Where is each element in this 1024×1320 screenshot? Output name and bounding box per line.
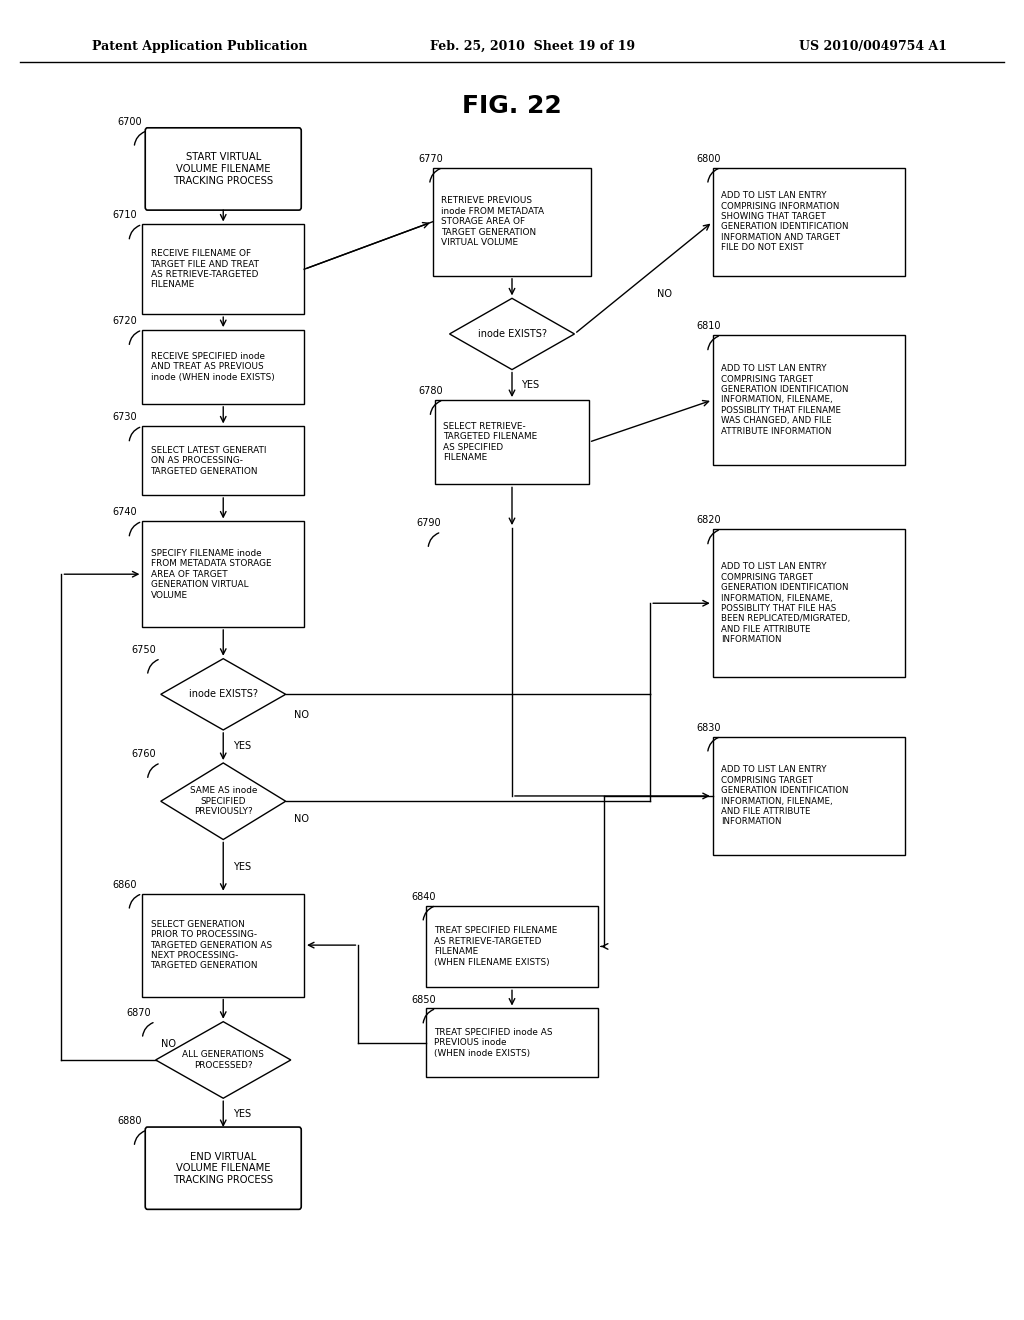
- Text: 6730: 6730: [113, 412, 137, 422]
- Text: Feb. 25, 2010  Sheet 19 of 19: Feb. 25, 2010 Sheet 19 of 19: [430, 40, 635, 53]
- Text: NO: NO: [294, 710, 309, 721]
- Bar: [142, 426, 304, 495]
- Text: ADD TO LIST LAN ENTRY
COMPRISING TARGET
GENERATION IDENTIFICATION
INFORMATION, F: ADD TO LIST LAN ENTRY COMPRISING TARGET …: [721, 766, 849, 826]
- Text: NO: NO: [161, 1039, 176, 1049]
- Text: RECEIVE SPECIFIED inode
AND TREAT AS PREVIOUS
inode (WHEN inode EXISTS): RECEIVE SPECIFIED inode AND TREAT AS PRE…: [151, 352, 274, 381]
- Text: US 2010/0049754 A1: US 2010/0049754 A1: [799, 40, 947, 53]
- Text: 6880: 6880: [118, 1115, 142, 1126]
- Text: SPECIFY FILENAME inode
FROM METADATA STORAGE
AREA OF TARGET
GENERATION VIRTUAL
V: SPECIFY FILENAME inode FROM METADATA STO…: [151, 549, 271, 599]
- Text: 6840: 6840: [412, 891, 436, 902]
- Bar: [713, 335, 905, 465]
- Text: Patent Application Publication: Patent Application Publication: [92, 40, 307, 53]
- Polygon shape: [161, 659, 286, 730]
- Text: YES: YES: [232, 742, 251, 751]
- Bar: [713, 737, 905, 855]
- Text: NO: NO: [656, 289, 672, 298]
- Text: ADD TO LIST LAN ENTRY
COMPRISING TARGET
GENERATION IDENTIFICATION
INFORMATION, F: ADD TO LIST LAN ENTRY COMPRISING TARGET …: [721, 562, 850, 644]
- Text: 6830: 6830: [696, 722, 721, 733]
- Bar: [432, 168, 592, 276]
- FancyBboxPatch shape: [145, 1127, 301, 1209]
- Bar: [426, 1008, 598, 1077]
- Text: 6710: 6710: [113, 210, 137, 220]
- Bar: [142, 521, 304, 627]
- Polygon shape: [161, 763, 286, 840]
- Text: SELECT LATEST GENERATI
ON AS PROCESSING-
TARGETED GENERATION: SELECT LATEST GENERATI ON AS PROCESSING-…: [151, 446, 266, 475]
- Text: RETRIEVE PREVIOUS
inode FROM METADATA
STORAGE AREA OF
TARGET GENERATION
VIRTUAL : RETRIEVE PREVIOUS inode FROM METADATA ST…: [440, 197, 544, 247]
- Text: TREAT SPECIFIED inode AS
PREVIOUS inode
(WHEN inode EXISTS): TREAT SPECIFIED inode AS PREVIOUS inode …: [434, 1028, 553, 1057]
- Text: YES: YES: [521, 380, 540, 389]
- Text: END VIRTUAL
VOLUME FILENAME
TRACKING PROCESS: END VIRTUAL VOLUME FILENAME TRACKING PRO…: [173, 1151, 273, 1185]
- Text: 6740: 6740: [113, 507, 137, 517]
- Bar: [142, 224, 304, 314]
- Text: YES: YES: [232, 862, 251, 871]
- Text: 6820: 6820: [696, 515, 721, 525]
- Text: SELECT GENERATION
PRIOR TO PROCESSING-
TARGETED GENERATION AS
NEXT PROCESSING-
T: SELECT GENERATION PRIOR TO PROCESSING- T…: [151, 920, 272, 970]
- Text: 6790: 6790: [417, 517, 441, 528]
- Bar: [713, 529, 905, 677]
- Text: 6760: 6760: [131, 748, 156, 759]
- Text: inode EXISTS?: inode EXISTS?: [188, 689, 258, 700]
- Bar: [426, 906, 598, 987]
- Text: 6770: 6770: [418, 153, 442, 164]
- Text: 6810: 6810: [696, 321, 721, 331]
- Text: 6700: 6700: [118, 116, 142, 127]
- Bar: [713, 168, 905, 276]
- FancyBboxPatch shape: [145, 128, 301, 210]
- Text: 6780: 6780: [419, 385, 443, 396]
- Text: NO: NO: [294, 814, 309, 825]
- Text: RECEIVE FILENAME OF
TARGET FILE AND TREAT
AS RETRIEVE-TARGETED
FILENAME: RECEIVE FILENAME OF TARGET FILE AND TREA…: [151, 249, 259, 289]
- Bar: [435, 400, 589, 484]
- Text: inode EXISTS?: inode EXISTS?: [477, 329, 547, 339]
- Bar: [142, 894, 304, 997]
- Text: 6720: 6720: [113, 315, 137, 326]
- Text: TREAT SPECIFIED FILENAME
AS RETRIEVE-TARGETED
FILENAME
(WHEN FILENAME EXISTS): TREAT SPECIFIED FILENAME AS RETRIEVE-TAR…: [434, 927, 557, 966]
- Bar: [142, 330, 304, 404]
- Text: SAME AS inode
SPECIFIED
PREVIOUSLY?: SAME AS inode SPECIFIED PREVIOUSLY?: [189, 787, 257, 816]
- Text: 6800: 6800: [696, 153, 721, 164]
- Text: 6870: 6870: [126, 1007, 151, 1018]
- Text: START VIRTUAL
VOLUME FILENAME
TRACKING PROCESS: START VIRTUAL VOLUME FILENAME TRACKING P…: [173, 152, 273, 186]
- Text: 6860: 6860: [113, 879, 137, 890]
- Polygon shape: [450, 298, 574, 370]
- Text: ADD TO LIST LAN ENTRY
COMPRISING TARGET
GENERATION IDENTIFICATION
INFORMATION, F: ADD TO LIST LAN ENTRY COMPRISING TARGET …: [721, 364, 849, 436]
- Text: SELECT RETRIEVE-
TARGETED FILENAME
AS SPECIFIED
FILENAME: SELECT RETRIEVE- TARGETED FILENAME AS SP…: [443, 422, 538, 462]
- Text: ALL GENERATIONS
PROCESSED?: ALL GENERATIONS PROCESSED?: [182, 1051, 264, 1069]
- Text: ADD TO LIST LAN ENTRY
COMPRISING INFORMATION
SHOWING THAT TARGET
GENERATION IDEN: ADD TO LIST LAN ENTRY COMPRISING INFORMA…: [721, 191, 849, 252]
- Text: 6750: 6750: [131, 644, 156, 655]
- Polygon shape: [156, 1022, 291, 1098]
- Text: 6850: 6850: [412, 994, 436, 1005]
- Text: FIG. 22: FIG. 22: [462, 94, 562, 117]
- Text: YES: YES: [232, 1109, 251, 1119]
